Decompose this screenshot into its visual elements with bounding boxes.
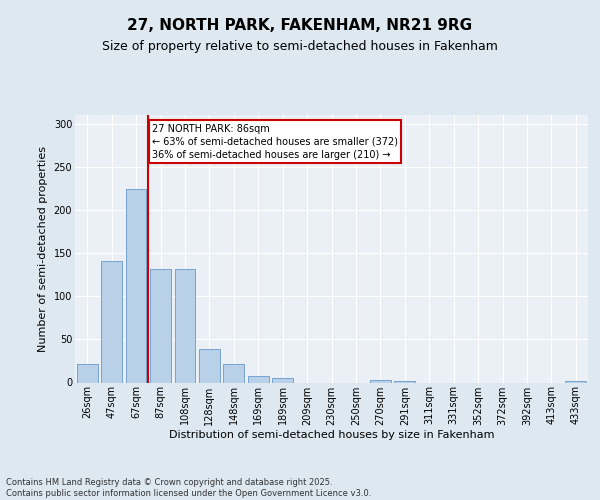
Bar <box>248 376 269 382</box>
Bar <box>175 268 196 382</box>
Bar <box>370 380 391 382</box>
Text: Contains HM Land Registry data © Crown copyright and database right 2025.
Contai: Contains HM Land Registry data © Crown c… <box>6 478 371 498</box>
Y-axis label: Number of semi-detached properties: Number of semi-detached properties <box>38 146 48 352</box>
Bar <box>199 349 220 382</box>
Bar <box>565 381 586 382</box>
Text: Size of property relative to semi-detached houses in Fakenham: Size of property relative to semi-detach… <box>102 40 498 53</box>
Bar <box>150 268 171 382</box>
Bar <box>394 381 415 382</box>
Bar <box>272 378 293 382</box>
X-axis label: Distribution of semi-detached houses by size in Fakenham: Distribution of semi-detached houses by … <box>169 430 494 440</box>
Bar <box>125 189 146 382</box>
Text: 27 NORTH PARK: 86sqm
← 63% of semi-detached houses are smaller (372)
36% of semi: 27 NORTH PARK: 86sqm ← 63% of semi-detac… <box>152 124 398 160</box>
Text: 27, NORTH PARK, FAKENHAM, NR21 9RG: 27, NORTH PARK, FAKENHAM, NR21 9RG <box>127 18 473 32</box>
Bar <box>223 364 244 382</box>
Bar <box>77 364 98 382</box>
Bar <box>101 261 122 382</box>
